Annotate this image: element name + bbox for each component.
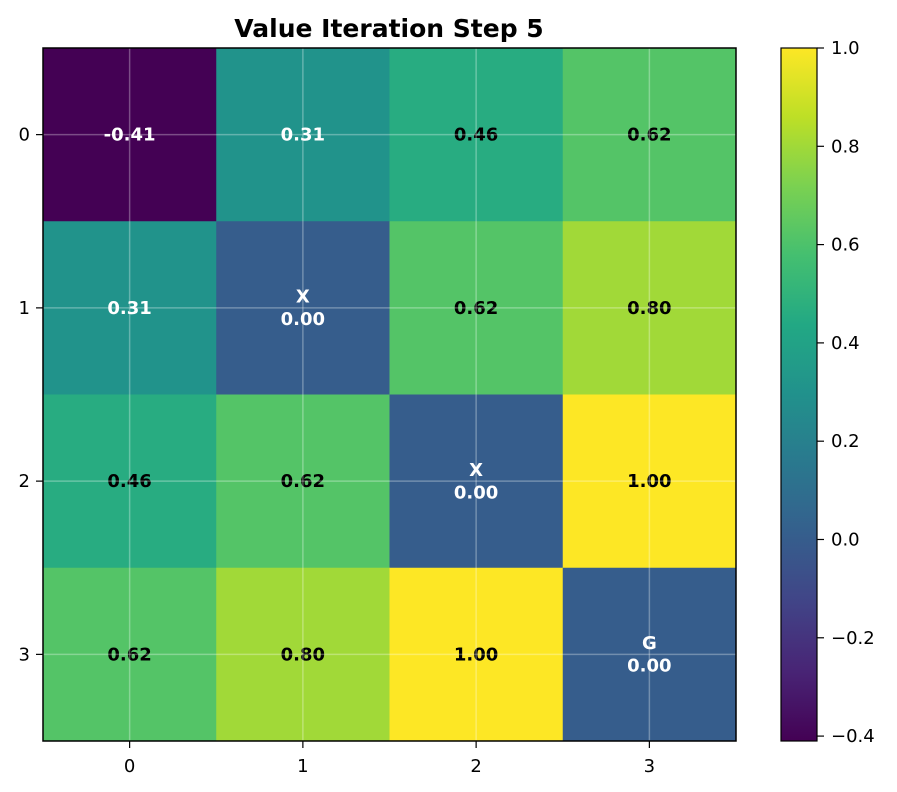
colorbar-tick-label: −0.4 [831,726,875,747]
heatmap-cell [562,48,737,222]
cell-value-label: 0.62 [454,298,498,319]
heatmap-cell [216,394,390,569]
plot-frame [42,47,737,742]
colorbar-frame [780,47,818,742]
colorbar-tick-label: 0.0 [831,529,860,550]
y-tick-label: 3 [19,644,30,665]
cell-value-label: G 0.00 [627,633,671,677]
cell-value-label: 0.31 [281,125,325,146]
colorbar-tick-label: 1.0 [831,38,860,59]
heatmap-cells: -0.41 0.31 0.46 0.62 0.31 X0.00 0.62 0.80 0.46 0.… [43,48,737,742]
x-tick-label: 1 [297,756,308,777]
y-tick-label: 1 [19,298,30,319]
y-axis: 0 1 2 3 [19,125,43,665]
x-tick-label: 0 [124,756,135,777]
heatmap-cell [43,48,217,222]
heatmap-cell [43,221,217,395]
heatmap-cell [216,567,390,742]
heatmap-cell [389,48,564,222]
grid-lines [43,48,736,741]
y-tick-label: 2 [19,471,30,492]
heatmap-cell [216,48,390,222]
colorbar-gradient [781,48,817,741]
cell-value-label: 0.31 [107,298,151,319]
cell-value-label: 0.80 [281,644,325,665]
heatmap-cell [43,567,217,742]
heatmap-cell [389,394,564,569]
heatmap-cell [389,567,564,742]
cell-value-label: 0.46 [454,125,498,146]
cell-value-label: X 0.00 [454,460,498,504]
x-tick-label: 3 [644,756,655,777]
cell-value-label: 0.46 [107,471,151,492]
x-tick-label: 2 [470,756,481,777]
cell-value-label: 0.80 [627,298,671,319]
heatmap-cell [389,221,564,395]
x-axis: 0 1 2 3 [124,741,655,777]
cell-value-label: 1.00 [627,471,671,492]
colorbar: −0.4 −0.2 0.0 0.2 0.4 0.6 0.8 1.0 [780,38,875,747]
cell-value-label: 1.00 [454,644,498,665]
cell-value-label: -0.41 [104,125,156,146]
y-tick-label: 0 [19,125,30,146]
cell-value-label: 0.62 [107,644,151,665]
cell-value-label: 0.62 [627,125,671,146]
colorbar-tick-label: 0.6 [831,235,860,256]
heatmap-cell [216,221,390,395]
chart-title: Value Iteration Step 5 [234,14,543,43]
heatmap-cell [43,394,217,569]
heatmap-cell [562,221,737,395]
cell-value-label: 0.62 [281,471,325,492]
cell-value-label: X 0.00 [281,287,325,331]
colorbar-tick-label: 0.2 [831,431,860,452]
colorbar-tick-label: −0.2 [831,628,875,649]
heatmap-cell [562,567,737,742]
heatmap-cell [562,394,737,569]
colorbar-tick-label: 0.4 [831,333,860,354]
colorbar-tick-label: 0.8 [831,136,860,157]
